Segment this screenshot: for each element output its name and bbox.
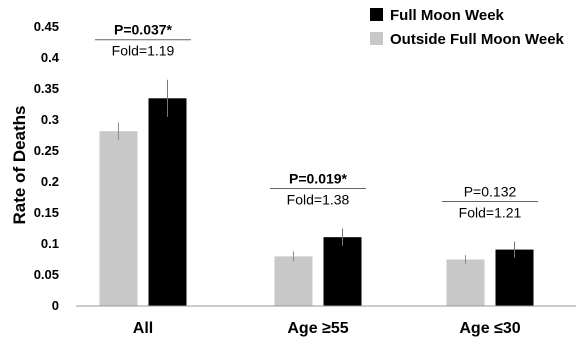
category-labels: All Age ≥55 Age ≤30 — [133, 320, 521, 337]
y-axis: 0 0.05 0.1 0.15 0.2 0.25 0.3 0.35 0.4 0.45 — [34, 19, 60, 313]
bar — [446, 259, 485, 306]
y-tick-label: 0 — [52, 298, 59, 313]
y-axis-label: Rate of Deaths — [10, 105, 29, 224]
legend: Full Moon Week Outside Full Moon Week — [370, 7, 565, 48]
category-label: Age ≤30 — [459, 320, 520, 337]
y-tick-label: 0.05 — [34, 267, 59, 282]
bar — [495, 249, 534, 306]
p-value-label: P=0.132 — [464, 184, 517, 200]
fold-label: Fold=1.21 — [459, 205, 522, 221]
y-tick-label: 0.45 — [34, 19, 59, 34]
bar — [99, 131, 138, 306]
bars — [99, 79, 534, 306]
category-label: All — [133, 320, 153, 337]
y-tick-label: 0.4 — [41, 50, 60, 65]
y-tick-label: 0.35 — [34, 81, 59, 96]
fold-label: Fold=1.38 — [287, 192, 350, 208]
fold-label: Fold=1.19 — [112, 43, 175, 59]
y-tick-label: 0.25 — [34, 143, 59, 158]
y-tick-label: 0.2 — [41, 174, 59, 189]
bar — [274, 256, 313, 306]
category-label: Age ≥55 — [287, 320, 348, 337]
legend-swatch — [370, 8, 383, 21]
bar — [323, 237, 362, 306]
p-value-label: P=0.037* — [114, 22, 173, 38]
y-tick-label: 0.1 — [41, 236, 59, 251]
legend-label: Full Moon Week — [390, 7, 505, 24]
legend-swatch — [370, 32, 383, 45]
bar — [148, 98, 187, 306]
y-tick-label: 0.3 — [41, 112, 59, 127]
legend-label: Outside Full Moon Week — [390, 31, 565, 48]
p-value-label: P=0.019* — [289, 171, 348, 187]
annotations: P=0.037* Fold=1.19 P=0.019* Fold=1.38 P=0.13… — [95, 22, 538, 221]
y-tick-label: 0.15 — [34, 205, 59, 220]
